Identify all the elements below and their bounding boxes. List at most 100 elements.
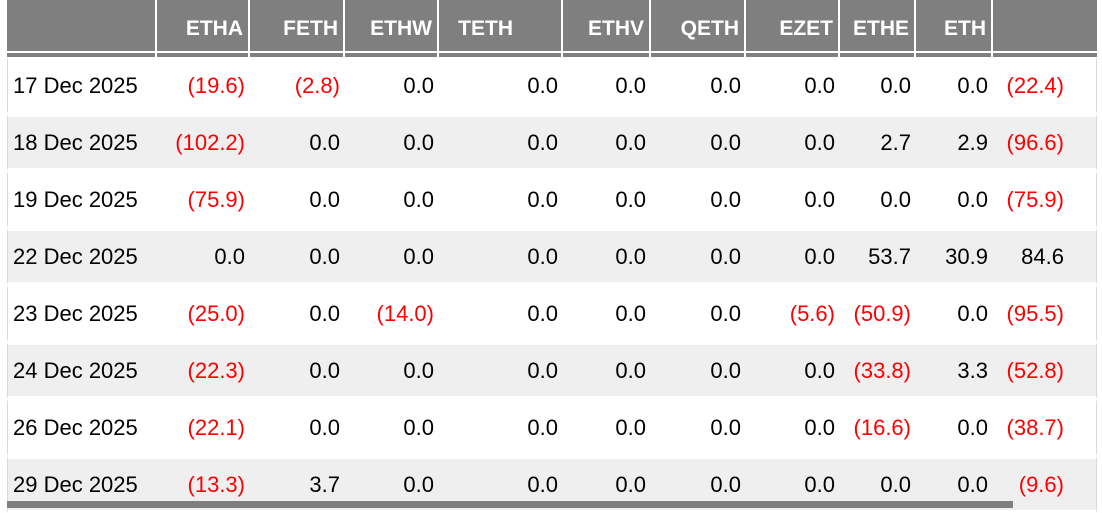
column-header-ethv: ETHV: [561, 0, 649, 57]
value-cell: 0.0: [437, 114, 561, 171]
value-cell: 0.0: [561, 228, 649, 285]
table-header: ETHA FETH ETHW TETH ETHV QETH EZET ETHE ETH: [7, 0, 1097, 57]
value-cell: 0.0: [649, 285, 744, 342]
value-cell: (25.0): [155, 285, 248, 342]
value-cell: 0.0: [437, 285, 561, 342]
value-cell: 0.0: [561, 114, 649, 171]
date-cell: 19 Dec 2025: [7, 171, 155, 228]
value-cell: 2.7: [838, 114, 914, 171]
value-cell: 0.0: [437, 399, 561, 456]
total-cell: (38.7): [991, 399, 1097, 456]
value-cell: (19.6): [155, 57, 248, 114]
total-cell: (96.6): [991, 114, 1097, 171]
value-cell: 0.0: [155, 228, 248, 285]
value-cell: 2.9: [914, 114, 991, 171]
value-cell: 0.0: [343, 399, 437, 456]
value-cell: (22.3): [155, 342, 248, 399]
table-row: 17 Dec 2025 (19.6) (2.8) 0.0 0.0 0.0 0.0 0.0 0.0…: [7, 57, 1097, 114]
table-row: 19 Dec 2025 (75.9) 0.0 0.0 0.0 0.0 0.0 0.0 0.0 0.…: [7, 171, 1097, 228]
total-cell: (9.6): [991, 456, 1097, 513]
value-cell: 0.0: [744, 399, 838, 456]
value-cell: 0.0: [744, 57, 838, 114]
column-header-ezet: EZET: [744, 0, 838, 57]
value-cell: 0.0: [561, 285, 649, 342]
date-cell: 18 Dec 2025: [7, 114, 155, 171]
value-cell: (50.9): [838, 285, 914, 342]
table-row: 26 Dec 2025 (22.1) 0.0 0.0 0.0 0.0 0.0 0.0 (16.6…: [7, 399, 1097, 456]
total-cell: (52.8): [991, 342, 1097, 399]
column-header-ethw: ETHW: [343, 0, 437, 57]
total-cell: 84.6: [991, 228, 1097, 285]
value-cell: 0.0: [914, 171, 991, 228]
value-cell: 30.9: [914, 228, 991, 285]
column-header-teth: TETH: [437, 0, 561, 57]
value-cell: (75.9): [155, 171, 248, 228]
table-row: 23 Dec 2025 (25.0) 0.0 (14.0) 0.0 0.0 0.0 (5.6)…: [7, 285, 1097, 342]
value-cell: 0.0: [649, 114, 744, 171]
value-cell: 0.0: [914, 57, 991, 114]
value-cell: 0.0: [437, 171, 561, 228]
value-cell: 0.0: [343, 114, 437, 171]
value-cell: (102.2): [155, 114, 248, 171]
value-cell: 0.0: [914, 399, 991, 456]
value-cell: 0.0: [744, 171, 838, 228]
value-cell: 0.0: [343, 171, 437, 228]
total-cell: (95.5): [991, 285, 1097, 342]
value-cell: 0.0: [649, 228, 744, 285]
value-cell: 3.3: [914, 342, 991, 399]
value-cell: 0.0: [248, 171, 343, 228]
value-cell: 0.0: [561, 57, 649, 114]
value-cell: 0.0: [248, 114, 343, 171]
column-header-feth: FETH: [248, 0, 343, 57]
date-column-header: [7, 0, 155, 57]
value-cell: 0.0: [343, 228, 437, 285]
table-body: 17 Dec 2025 (19.6) (2.8) 0.0 0.0 0.0 0.0 0.0 0.0…: [7, 57, 1097, 513]
value-cell: 0.0: [838, 57, 914, 114]
value-cell: 0.0: [437, 342, 561, 399]
value-cell: 0.0: [248, 285, 343, 342]
column-header-etha: ETHA: [155, 0, 248, 57]
value-cell: 0.0: [561, 399, 649, 456]
value-cell: 0.0: [744, 228, 838, 285]
column-header-ethe: ETHE: [838, 0, 914, 57]
value-cell: 0.0: [343, 57, 437, 114]
column-header-eth: ETH: [914, 0, 991, 57]
value-cell: 0.0: [437, 57, 561, 114]
value-cell: 0.0: [838, 171, 914, 228]
value-cell: 0.0: [744, 114, 838, 171]
date-cell: 26 Dec 2025: [7, 399, 155, 456]
table-row: 22 Dec 2025 0.0 0.0 0.0 0.0 0.0 0.0 0.0 53.7 30.9…: [7, 228, 1097, 285]
value-cell: 0.0: [437, 228, 561, 285]
table-row: 18 Dec 2025 (102.2) 0.0 0.0 0.0 0.0 0.0 0.0 2.7 2…: [7, 114, 1097, 171]
header-row: ETHA FETH ETHW TETH ETHV QETH EZET ETHE ETH: [7, 0, 1097, 57]
table-row: 24 Dec 2025 (22.3) 0.0 0.0 0.0 0.0 0.0 0.0 (33.8…: [7, 342, 1097, 399]
next-row-partial-bar: [7, 501, 1013, 508]
value-cell: 0.0: [649, 342, 744, 399]
value-cell: 0.0: [914, 285, 991, 342]
value-cell: (16.6): [838, 399, 914, 456]
value-cell: 0.0: [561, 171, 649, 228]
value-cell: 53.7: [838, 228, 914, 285]
date-cell: 22 Dec 2025: [7, 228, 155, 285]
value-cell: 0.0: [744, 342, 838, 399]
etf-daily-flows-table: ETHA FETH ETHW TETH ETHV QETH EZET ETHE ETH 17 D…: [7, 0, 1097, 513]
value-cell: 0.0: [248, 228, 343, 285]
value-cell: 0.0: [649, 171, 744, 228]
value-cell: 0.0: [561, 342, 649, 399]
value-cell: (14.0): [343, 285, 437, 342]
value-cell: 0.0: [649, 57, 744, 114]
date-cell: 23 Dec 2025: [7, 285, 155, 342]
total-cell: (22.4): [991, 57, 1097, 114]
value-cell: (5.6): [744, 285, 838, 342]
value-cell: 0.0: [343, 342, 437, 399]
value-cell: 0.0: [248, 399, 343, 456]
value-cell: (22.1): [155, 399, 248, 456]
total-column-header: [991, 0, 1097, 57]
total-cell: (75.9): [991, 171, 1097, 228]
value-cell: (33.8): [838, 342, 914, 399]
value-cell: (2.8): [248, 57, 343, 114]
date-cell: 24 Dec 2025: [7, 342, 155, 399]
value-cell: 0.0: [649, 399, 744, 456]
value-cell: 0.0: [248, 342, 343, 399]
date-cell: 17 Dec 2025: [7, 57, 155, 114]
